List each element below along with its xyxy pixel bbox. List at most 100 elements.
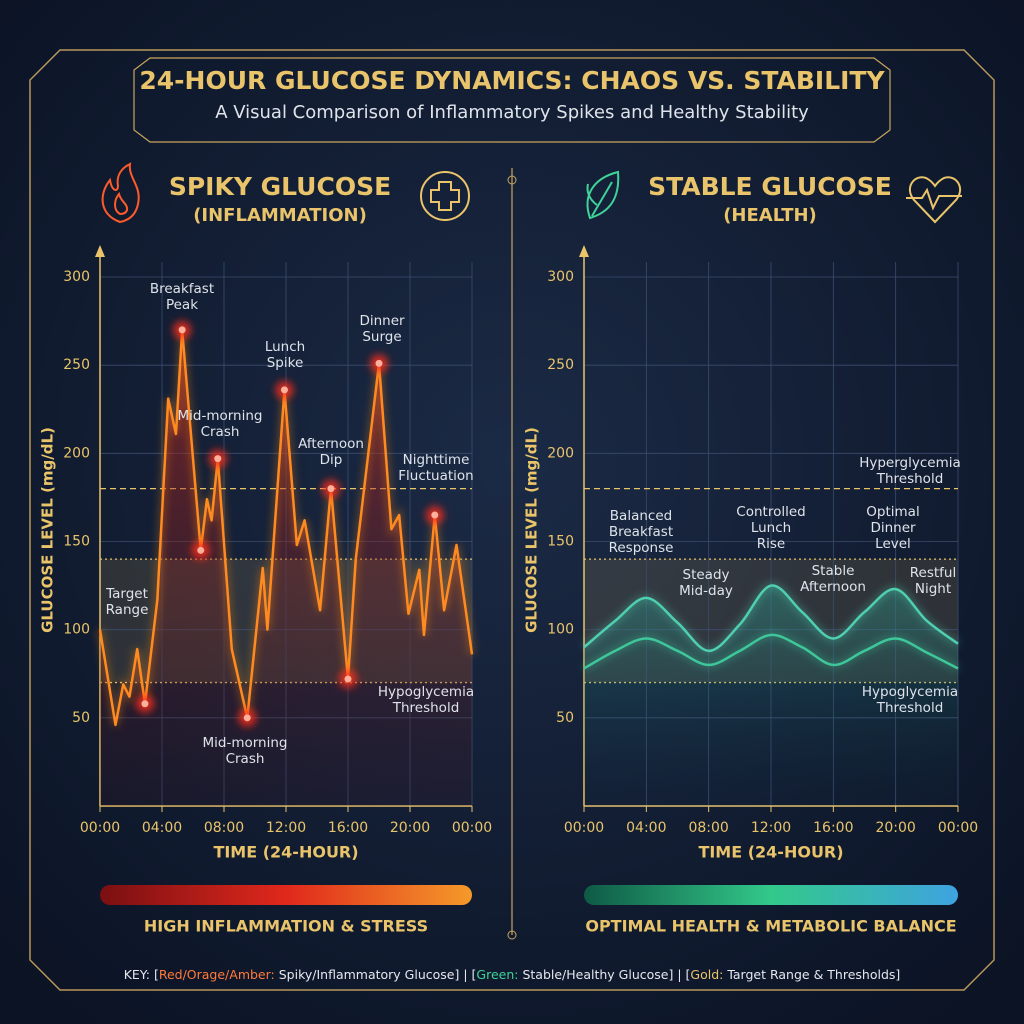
annotation: Range [106, 602, 149, 618]
y-tick-label: 200 [547, 445, 574, 461]
annotation: Rise [757, 536, 785, 552]
series-line [583, 633, 959, 670]
highlight-point [178, 326, 186, 334]
divider-end [507, 930, 517, 940]
y-tick-label: 150 [547, 534, 574, 550]
highlight-point [431, 511, 439, 519]
x-tick-label: 16:00 [328, 820, 368, 836]
y-tick-label: 300 [63, 269, 90, 285]
y-tick-label: 300 [547, 269, 574, 285]
annotation: Night [915, 581, 951, 597]
y-tick-label: 100 [63, 622, 90, 638]
annotation: Crash [201, 424, 240, 440]
key-part: KEY: [ [124, 967, 159, 982]
highlight-point [280, 386, 288, 394]
frame [29, 49, 995, 991]
y-tick-label: 250 [547, 357, 574, 373]
y-axis-label: GLUCOSE LEVEL (mg/dL) [523, 427, 541, 633]
annotation: Spike [267, 355, 304, 371]
annotation: Balanced [610, 508, 672, 524]
highlight-point [214, 455, 222, 463]
annotation: Breakfast [609, 524, 673, 540]
highlight-point [141, 700, 149, 708]
cross-icon-mark [430, 181, 460, 211]
highlight-point [375, 359, 383, 367]
annotation: Dinner [359, 313, 405, 329]
inflammation-bar [100, 885, 472, 905]
key-part: Spiky/Inflammatory Glucose] | [ [275, 967, 477, 982]
x-tick-label: 16:00 [813, 820, 853, 836]
key-part: Target Range & Thresholds] [723, 967, 900, 982]
highlight-point [243, 714, 251, 722]
annotation: Surge [362, 329, 401, 345]
key: KEY: [Red/Orage/Amber: Spiky/Inflammator… [124, 967, 901, 982]
key-part: Green: [476, 967, 518, 982]
annotation: Afternoon [298, 436, 364, 452]
x-axis-label: TIME (24-HOUR) [698, 843, 843, 862]
annotation: Steady [683, 567, 730, 583]
key-part: Gold: [690, 967, 723, 982]
annotation: Optimal [866, 504, 919, 520]
key-part: Red/Orage/Amber: [159, 967, 275, 982]
x-tick-label: 00:00 [80, 820, 120, 836]
annotation: Breakfast [150, 281, 214, 297]
y-axis-arrow [579, 245, 589, 257]
series-line [583, 584, 959, 653]
annotation: Peak [166, 297, 198, 313]
leaf-icon [586, 170, 620, 220]
caption: OPTIMAL HEALTH & METABOLIC BALANCE [585, 917, 956, 936]
annotation: Threshold [392, 700, 460, 716]
highlight-point [327, 485, 335, 493]
annotation: Target [105, 586, 148, 602]
x-tick-label: 08:00 [204, 820, 244, 836]
x-tick-label: 00:00 [452, 820, 492, 836]
x-tick-label: 04:00 [142, 820, 182, 836]
page-subtitle: A Visual Comparison of Inflammatory Spik… [215, 102, 809, 123]
x-axis-label: TIME (24-HOUR) [213, 843, 358, 862]
y-tick-label: 100 [547, 622, 574, 638]
annotation: Fluctuation [398, 468, 473, 484]
annotation: Mid-morning [178, 408, 263, 424]
chart-title: SPIKY GLUCOSE [169, 172, 391, 201]
chart-subtitle: (INFLAMMATION) [193, 205, 367, 226]
y-tick-label: 250 [63, 357, 90, 373]
annotation: Afternoon [800, 579, 866, 595]
annotation: Threshold [876, 700, 944, 716]
y-tick-label: 200 [63, 445, 90, 461]
y-axis-arrow [95, 245, 105, 257]
annotation: Lunch [265, 339, 305, 355]
heart-icon [906, 176, 962, 224]
chart-title: STABLE GLUCOSE [648, 172, 892, 201]
annotation: Dinner [870, 520, 916, 536]
title-frame [133, 57, 891, 143]
page-title: 24-HOUR GLUCOSE DYNAMICS: CHAOS VS. STAB… [139, 66, 885, 95]
annotation: Mid-morning [203, 735, 288, 751]
annotation: Nighttime [403, 452, 470, 468]
y-tick-label: 150 [63, 534, 90, 550]
annotation: Crash [226, 751, 265, 767]
x-tick-label: 12:00 [266, 820, 306, 836]
caption: HIGH INFLAMMATION & STRESS [144, 917, 428, 936]
chart-subtitle: (HEALTH) [723, 205, 817, 226]
flame-icon [101, 162, 140, 224]
divider-end [507, 175, 517, 185]
y-tick-label: 50 [556, 710, 574, 726]
annotation: Response [609, 540, 674, 556]
x-tick-label: 00:00 [938, 820, 978, 836]
annotation: Hypoglycemia [378, 684, 474, 700]
y-tick-label: 50 [72, 710, 90, 726]
key-part: Stable/Healthy Glucose] | [ [518, 967, 690, 982]
annotation: Hypoglycemia [862, 684, 958, 700]
x-tick-label: 20:00 [390, 820, 430, 836]
x-tick-label: 08:00 [688, 820, 728, 836]
area [584, 585, 958, 806]
annotation: Controlled [736, 504, 805, 520]
x-tick-label: 04:00 [626, 820, 666, 836]
annotation: Stable [812, 563, 855, 579]
annotation: Hyperglycemia [859, 455, 961, 471]
annotation: Lunch [751, 520, 791, 536]
y-axis-label: GLUCOSE LEVEL (mg/dL) [39, 427, 57, 633]
area [100, 329, 472, 806]
annotation: Restful [910, 565, 956, 581]
